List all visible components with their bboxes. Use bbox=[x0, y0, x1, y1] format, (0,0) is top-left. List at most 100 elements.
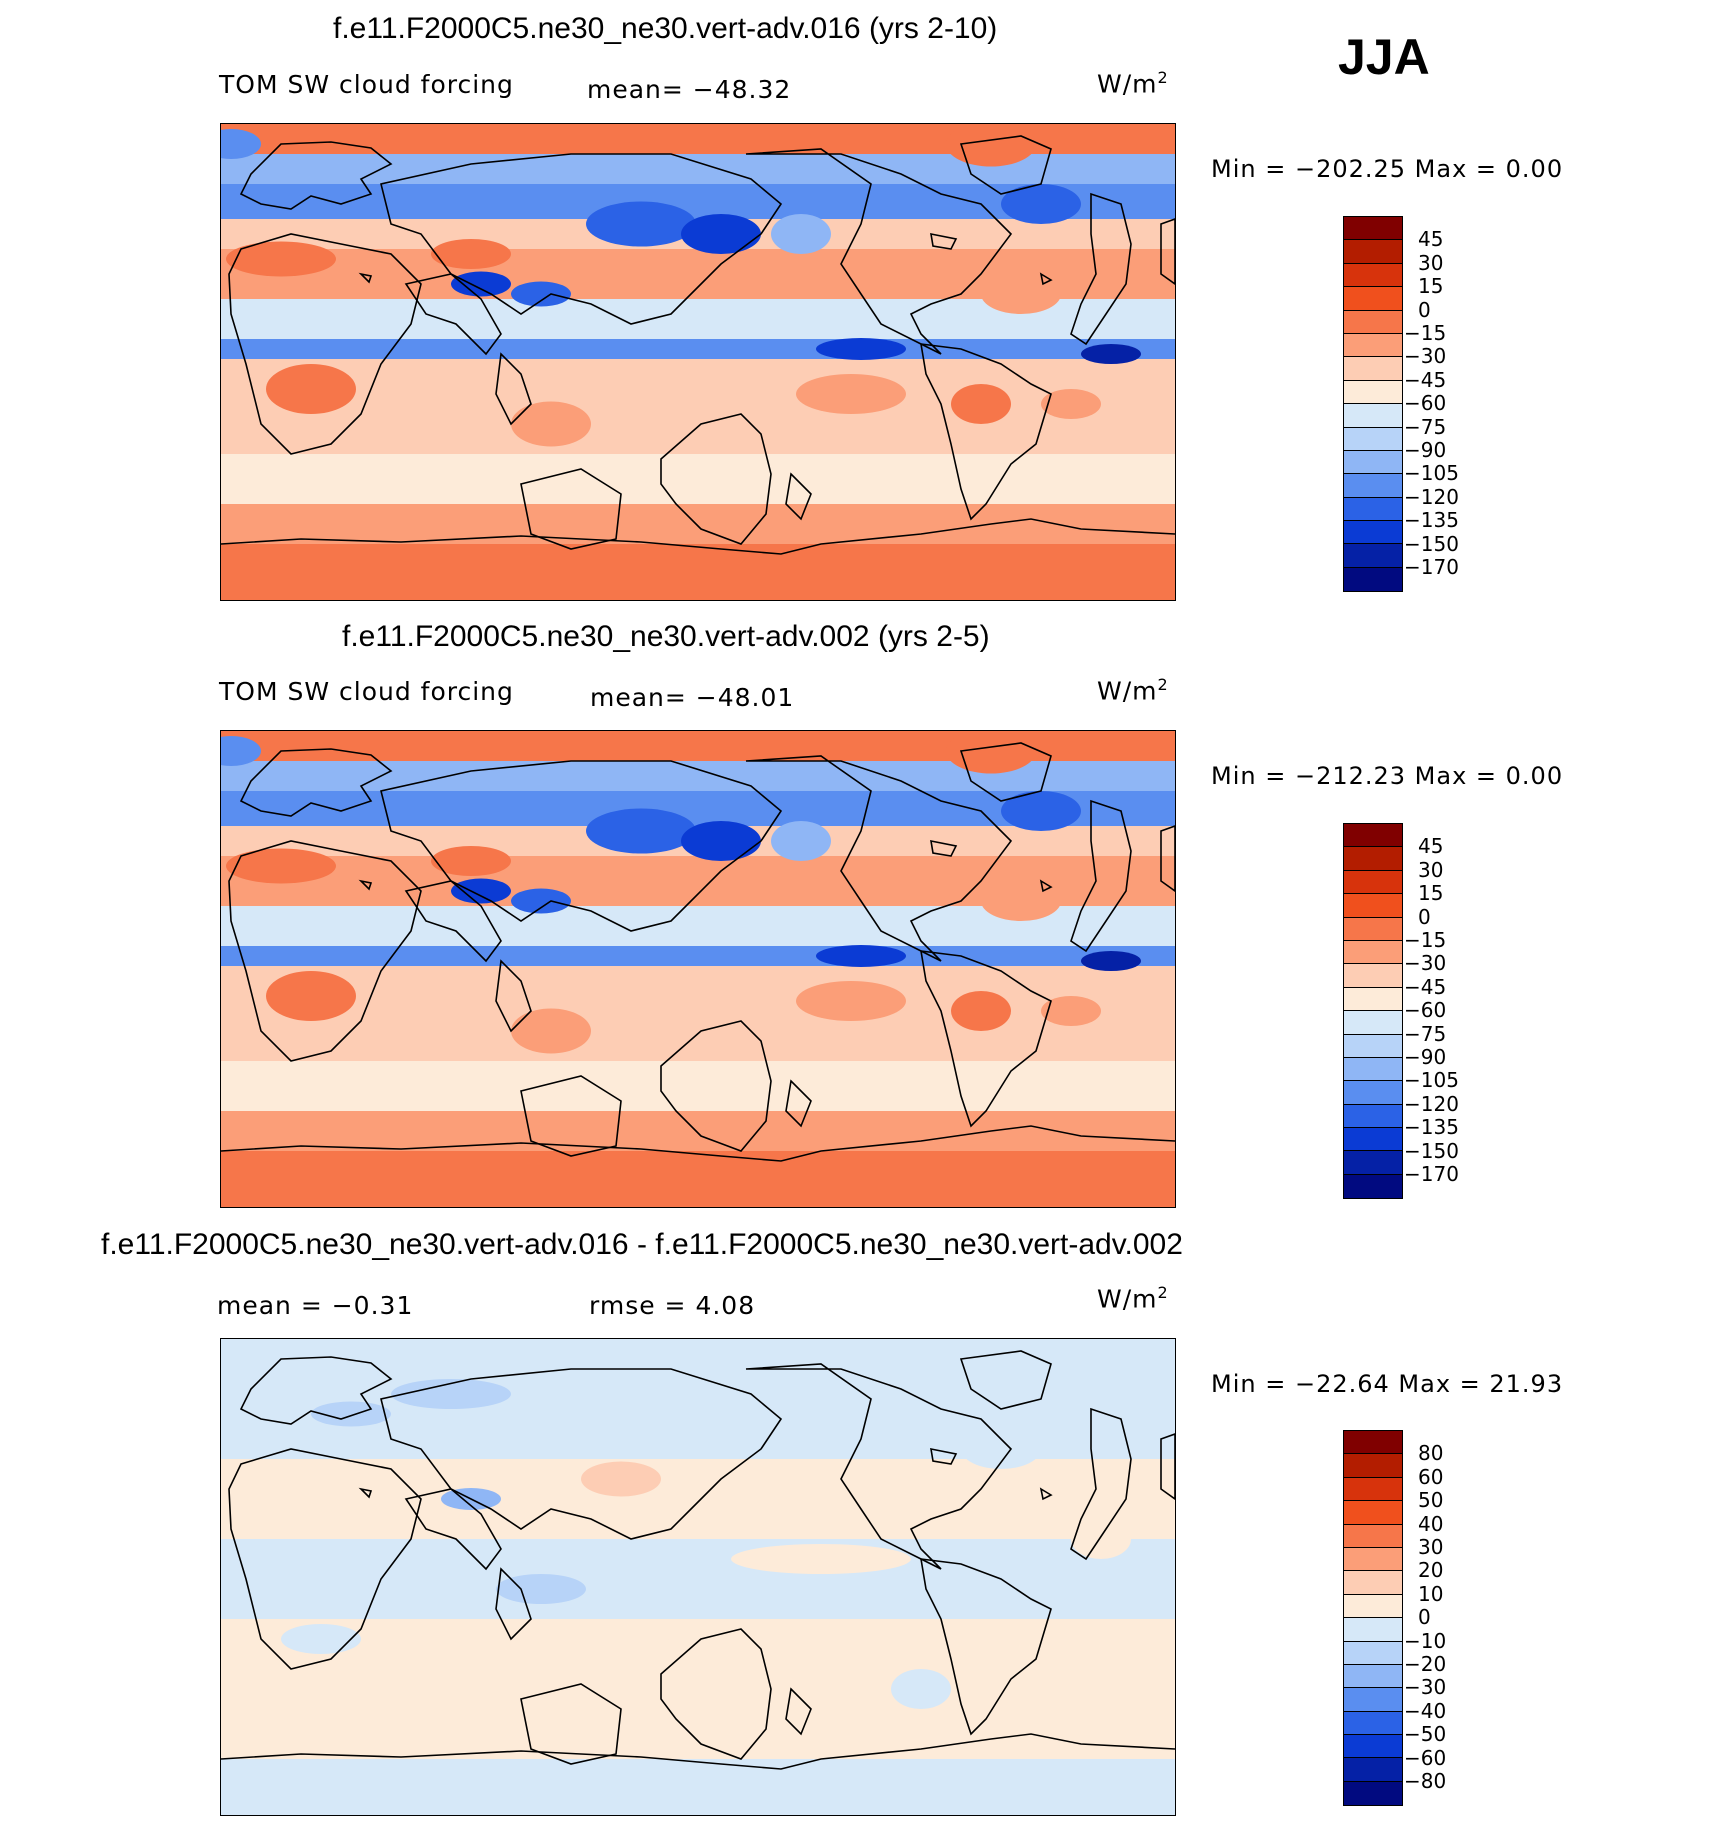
colorbar-swatch bbox=[1344, 544, 1402, 568]
colorbar-swatch bbox=[1344, 1688, 1402, 1712]
field-band bbox=[221, 1061, 1175, 1111]
colorbar-tick-label: −75 bbox=[1404, 1021, 1447, 1046]
panel-1-variable: TOM SW cloud forcing bbox=[219, 70, 514, 99]
coastline bbox=[239, 141, 393, 210]
field-contour-region bbox=[1041, 389, 1101, 419]
colorbar-tick-label: 45 bbox=[1418, 834, 1444, 859]
colorbar-tick-label: −30 bbox=[1404, 951, 1447, 976]
panel-2-minmax: Min = −212.23 Max = 0.00 bbox=[1211, 762, 1564, 790]
field-band bbox=[221, 1539, 1175, 1619]
coastline bbox=[1070, 192, 1132, 346]
field-contour-region bbox=[266, 971, 356, 1021]
colorbar-tick-label: −15 bbox=[1404, 928, 1447, 952]
colorbar-tick-label: −105 bbox=[1404, 461, 1459, 486]
colorbar-swatch bbox=[1344, 474, 1402, 498]
colorbar-tick-label: 30 bbox=[1418, 857, 1444, 882]
field-contour-region bbox=[661, 1629, 781, 1669]
coastline bbox=[920, 343, 1052, 521]
colorbar-tick-label: 30 bbox=[1418, 1535, 1444, 1559]
panel-1-colorbar bbox=[1343, 216, 1403, 593]
field-contour-region bbox=[771, 821, 831, 861]
coastline bbox=[745, 1363, 1013, 1570]
field-contour-region bbox=[1041, 996, 1101, 1026]
colorbar-tick-label: 80 bbox=[1418, 1441, 1444, 1466]
coastline bbox=[1039, 272, 1053, 286]
coastline bbox=[495, 1567, 532, 1641]
coastline bbox=[358, 879, 373, 891]
field-contour-region bbox=[981, 274, 1061, 314]
coastline bbox=[920, 950, 1052, 1128]
colorbar-tick-label: −50 bbox=[1404, 1722, 1447, 1747]
colorbar-tick-label: 20 bbox=[1418, 1558, 1444, 1583]
colorbar-swatch bbox=[1344, 1151, 1402, 1175]
coastline bbox=[660, 1020, 772, 1152]
field-band bbox=[221, 946, 1175, 966]
colorbar-swatch bbox=[1344, 917, 1402, 941]
field-contour-region bbox=[496, 1574, 586, 1604]
field-band bbox=[221, 1459, 1175, 1539]
panel-2-units: W/m2 bbox=[1097, 675, 1169, 706]
coastline bbox=[785, 1079, 812, 1128]
panel-2-title: f.e11.F2000C5.ne30_ne30.vert-adv.002 (yr… bbox=[342, 620, 990, 653]
colorbar-swatch bbox=[1344, 1641, 1402, 1665]
panel-3-mean: mean = −0.31 bbox=[217, 1291, 414, 1320]
coastline bbox=[1160, 1433, 1175, 1500]
colorbar-swatch bbox=[1344, 567, 1402, 592]
panel-3-colorbar bbox=[1343, 1430, 1403, 1807]
colorbar-swatch bbox=[1344, 521, 1402, 545]
field-contour-region bbox=[961, 1429, 1041, 1469]
colorbar-swatch bbox=[1344, 240, 1402, 264]
coastline bbox=[380, 1368, 783, 1540]
panel-1-units: W/m2 bbox=[1097, 68, 1169, 99]
coastline bbox=[404, 880, 502, 963]
colorbar-swatch bbox=[1344, 1477, 1402, 1502]
field-contour-region bbox=[1071, 1519, 1131, 1559]
field-contour-region bbox=[511, 401, 591, 447]
coastline bbox=[785, 1687, 812, 1736]
field-contour-region bbox=[731, 1544, 911, 1574]
coastline bbox=[1160, 825, 1175, 892]
coastline bbox=[1070, 1407, 1132, 1561]
colorbar-tick-label: −120 bbox=[1404, 1091, 1459, 1116]
field-contour-region bbox=[796, 981, 906, 1021]
field-contour-region bbox=[391, 1379, 511, 1409]
panel-2-variable: TOM SW cloud forcing bbox=[219, 677, 514, 706]
field-contour-region bbox=[451, 271, 511, 297]
colorbar-tick-label: −40 bbox=[1404, 1698, 1447, 1723]
colorbar-swatch bbox=[1344, 1104, 1402, 1129]
colorbar-swatch bbox=[1344, 1524, 1402, 1548]
field-contour-region bbox=[226, 848, 336, 884]
colorbar-tick-label: −30 bbox=[1404, 1675, 1447, 1700]
field-contour-region bbox=[1081, 951, 1141, 971]
field-contour-region bbox=[221, 129, 261, 159]
colorbar-swatch bbox=[1344, 847, 1402, 871]
colorbar-tick-label: −90 bbox=[1404, 438, 1447, 462]
panel-1-map bbox=[220, 123, 1176, 601]
colorbar-swatch bbox=[1344, 1758, 1402, 1782]
colorbar-swatch bbox=[1344, 263, 1402, 288]
colorbar-tick-label: −105 bbox=[1404, 1068, 1459, 1093]
colorbar-tick-label: −90 bbox=[1404, 1045, 1447, 1069]
colorbar-tick-label: −45 bbox=[1404, 974, 1447, 999]
field-contour-region bbox=[431, 239, 511, 269]
coastline bbox=[380, 760, 783, 932]
field-contour-region bbox=[771, 214, 831, 254]
field-band bbox=[221, 966, 1175, 1006]
field-contour-region bbox=[511, 1008, 591, 1054]
colorbar-swatch bbox=[1344, 497, 1402, 522]
coastline bbox=[221, 1125, 1175, 1162]
field-contour-region bbox=[511, 281, 571, 307]
coastline bbox=[745, 148, 1013, 355]
colorbar-tick-label: −60 bbox=[1404, 1745, 1447, 1770]
colorbar-tick-label: 50 bbox=[1418, 1488, 1444, 1513]
colorbar-swatch bbox=[1344, 1571, 1402, 1595]
field-contour-region bbox=[681, 214, 761, 254]
field-contour-region bbox=[796, 374, 906, 414]
colorbar-swatch bbox=[1344, 1735, 1402, 1759]
field-contour-region bbox=[946, 731, 1036, 774]
season-label: JJA bbox=[1338, 29, 1430, 85]
colorbar-swatch bbox=[1344, 870, 1402, 895]
panel-1-minmax: Min = −202.25 Max = 0.00 bbox=[1211, 155, 1564, 183]
coastline bbox=[358, 1487, 373, 1499]
colorbar-swatch bbox=[1344, 1594, 1402, 1619]
